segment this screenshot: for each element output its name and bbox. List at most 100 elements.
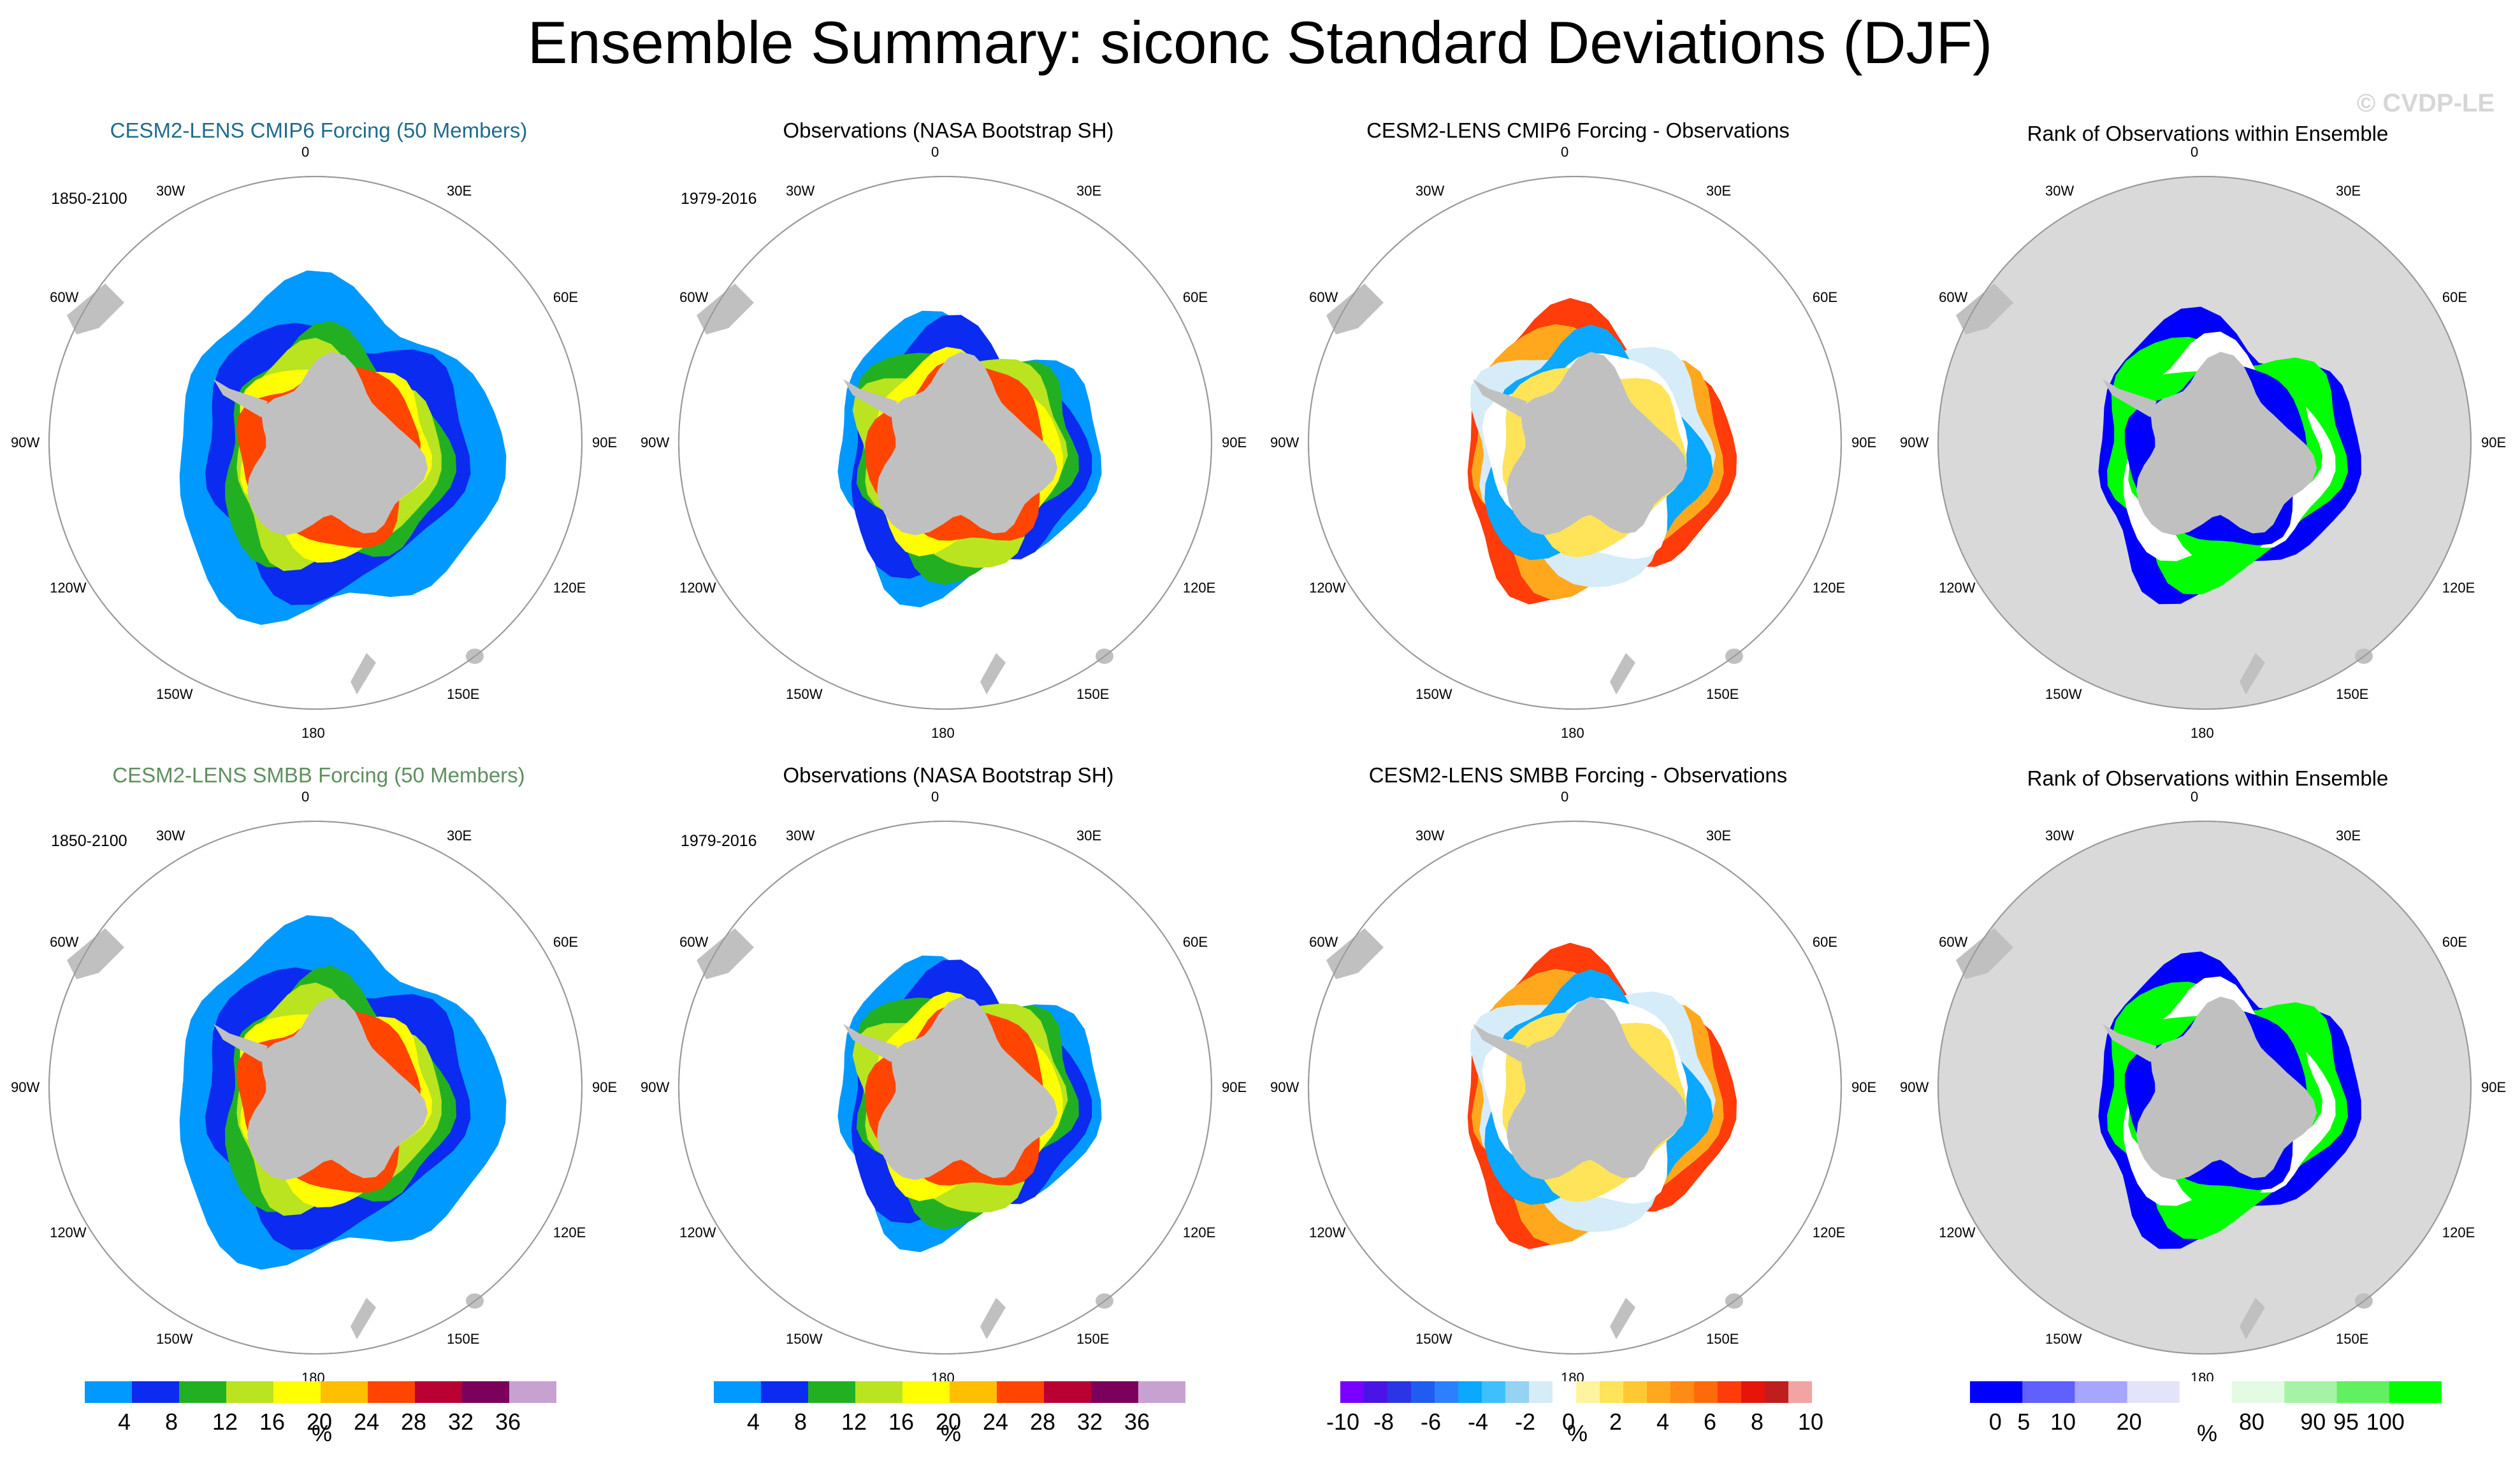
- panel-title: CESM2-LENS CMIP6 Forcing - Observations: [1366, 119, 1790, 142]
- colorbar-tick-label: 10: [2050, 1409, 2076, 1435]
- longitude-label: 30W: [1416, 828, 1445, 844]
- longitude-label: 30E: [447, 183, 472, 199]
- colorbar-tick-label: 4: [118, 1409, 131, 1435]
- polar-map-model: [48, 821, 583, 1355]
- longitude-label: 150W: [1416, 1330, 1452, 1347]
- colorbar-tick-label: -4: [1468, 1409, 1489, 1435]
- colorbar-box: [226, 1381, 274, 1403]
- longitude-label: 150E: [2336, 1330, 2369, 1347]
- longitude-label: 60E: [553, 289, 579, 305]
- south-america-land: [67, 928, 124, 979]
- colorbar-tick-label: 12: [212, 1409, 238, 1435]
- panel-title: CESM2-LENS SMBB Forcing - Observations: [1368, 763, 1788, 787]
- colorbar-box: [1138, 1381, 1186, 1403]
- colorbar-box: [1670, 1381, 1695, 1403]
- longitude-label: 150W: [2045, 686, 2082, 702]
- longitude-label: 150W: [156, 686, 193, 702]
- colorbar-box: [85, 1381, 133, 1403]
- new-zealand-land: [2240, 653, 2265, 694]
- map-panel: [1288, 156, 1862, 729]
- longitude-label: 120E: [2442, 1225, 2475, 1240]
- longitude-label: 150W: [786, 686, 823, 702]
- new-zealand-land: [351, 653, 376, 694]
- longitude-label: 120E: [1812, 1225, 1846, 1240]
- longitude-label: 90E: [1222, 435, 1247, 450]
- colorbar-box: [855, 1381, 903, 1403]
- colorbar-tick-label: 20: [936, 1409, 962, 1435]
- longitude-label: 30E: [1706, 828, 1732, 844]
- colorbar-tick-label: 24: [983, 1409, 1009, 1435]
- new-zealand-land: [351, 1298, 376, 1339]
- colorbar-tick-label: 16: [259, 1409, 286, 1435]
- longitude-label: 30E: [1706, 183, 1732, 199]
- colorbar-tick-label: 0: [1988, 1409, 2002, 1435]
- south-america-land: [1956, 928, 2013, 979]
- polar-map-obs: [678, 176, 1212, 710]
- colorbar-tick-label: -10: [1326, 1409, 1360, 1435]
- colorbar-tick-label: -2: [1515, 1409, 1536, 1435]
- colorbar-box: [273, 1381, 321, 1403]
- longitude-label: 60E: [1812, 289, 1838, 305]
- colorbar-box: [1600, 1381, 1624, 1403]
- antarctica-landmass: [247, 352, 428, 536]
- longitude-label: 90E: [1851, 1079, 1877, 1095]
- longitude-label: 90W: [1900, 1079, 1929, 1095]
- longitude-label: 150E: [1706, 686, 1739, 702]
- colorbar-box: [1044, 1381, 1092, 1403]
- south-america-land: [1326, 284, 1384, 334]
- colorbar-box: [368, 1381, 416, 1403]
- longitude-label: 120E: [1182, 1225, 1216, 1240]
- antarctica-landmass: [2136, 352, 2317, 536]
- longitude-label: 30W: [2045, 828, 2075, 844]
- longitude-label: 150E: [447, 1330, 480, 1347]
- new-zealand-land: [2240, 1298, 2265, 1339]
- colorbar-box: [1553, 1381, 1577, 1403]
- colorbar-box: [179, 1381, 227, 1403]
- longitude-label: 0: [1561, 144, 1569, 160]
- longitude-label: 30W: [786, 183, 815, 199]
- longitude-label: 60E: [1182, 289, 1208, 305]
- colorbar-model: [85, 1381, 557, 1403]
- longitude-label: 90E: [2481, 435, 2507, 450]
- longitude-label: 30E: [1076, 183, 1102, 199]
- longitude-label: 180: [931, 725, 955, 741]
- antarctic-peninsula: [843, 1024, 897, 1062]
- longitude-label: 120W: [50, 1225, 87, 1240]
- longitude-label: 60W: [50, 934, 79, 950]
- colorbar-box: [1647, 1381, 1671, 1403]
- colorbar-tick-label: 28: [401, 1409, 427, 1435]
- longitude-label: 150E: [1706, 1330, 1739, 1347]
- colorbar-box: [1694, 1381, 1718, 1403]
- longitude-label: 180: [1561, 725, 1584, 741]
- panel-title: Rank of Observations within Ensemble: [2027, 766, 2389, 790]
- colorbar-box: [1623, 1381, 1647, 1403]
- colorbar-tick-label: 6: [1704, 1409, 1717, 1435]
- south-america-land: [1956, 284, 2013, 334]
- longitude-label: 120E: [553, 580, 586, 596]
- longitude-label: 60E: [2442, 934, 2468, 950]
- longitude-label: 90W: [641, 435, 670, 450]
- south-america-land: [1326, 928, 1384, 979]
- colorbar-tick-label: 32: [448, 1409, 474, 1435]
- antarctic-peninsula: [2103, 1024, 2157, 1062]
- antarctica-landmass: [2136, 996, 2317, 1181]
- longitude-label: 0: [2191, 789, 2199, 805]
- colorbar-unit: %: [312, 1420, 333, 1446]
- colorbar-box: [2284, 1381, 2338, 1403]
- colorbar-tick-label: 8: [165, 1409, 178, 1435]
- longitude-label: 0: [301, 144, 310, 160]
- watermark: © CVDP-LE: [2356, 89, 2495, 117]
- longitude-label: 90W: [1270, 1079, 1300, 1095]
- colorbar-diff: [1340, 1381, 1813, 1403]
- colorbar-unit: %: [941, 1420, 962, 1446]
- map-boundary: [1937, 821, 2472, 1355]
- longitude-label: 0: [1561, 789, 1569, 805]
- longitude-label: 150W: [1416, 686, 1452, 702]
- longitude-label: 150W: [786, 1330, 823, 1347]
- longitude-label: 90E: [1851, 435, 1877, 450]
- panel-title: CESM2-LENS SMBB Forcing (50 Members): [112, 763, 525, 787]
- colorbar-box: [132, 1381, 180, 1403]
- longitude-label: 90W: [11, 435, 40, 450]
- longitude-label: 60W: [1939, 289, 1968, 305]
- colorbar-tick-label: 16: [888, 1409, 915, 1435]
